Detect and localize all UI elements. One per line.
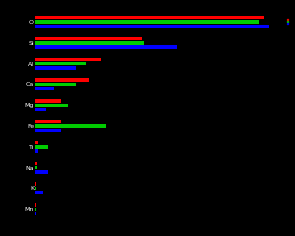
Bar [35, 207, 36, 211]
Bar [35, 129, 61, 132]
Bar [35, 25, 269, 28]
Bar [35, 141, 38, 144]
Bar [35, 162, 37, 165]
Bar [35, 41, 145, 45]
Bar [35, 203, 36, 206]
Bar [35, 78, 89, 82]
Bar [35, 16, 264, 19]
Bar [35, 62, 86, 65]
Bar [35, 124, 106, 128]
Bar [35, 20, 259, 24]
Bar [35, 145, 48, 148]
Bar [35, 66, 76, 70]
Bar [35, 46, 178, 49]
Bar [35, 108, 46, 111]
Bar [35, 87, 54, 90]
Bar [35, 170, 48, 174]
Bar [35, 99, 61, 103]
Bar [35, 83, 76, 86]
Bar [35, 149, 38, 153]
Bar [35, 187, 36, 190]
Legend: , , : , , [287, 19, 289, 24]
Bar [35, 191, 43, 194]
Bar [35, 120, 61, 123]
Bar [35, 58, 101, 61]
Bar [35, 104, 68, 107]
Bar [35, 37, 142, 40]
Bar [35, 182, 36, 186]
Bar [35, 212, 36, 215]
Bar [35, 166, 37, 169]
